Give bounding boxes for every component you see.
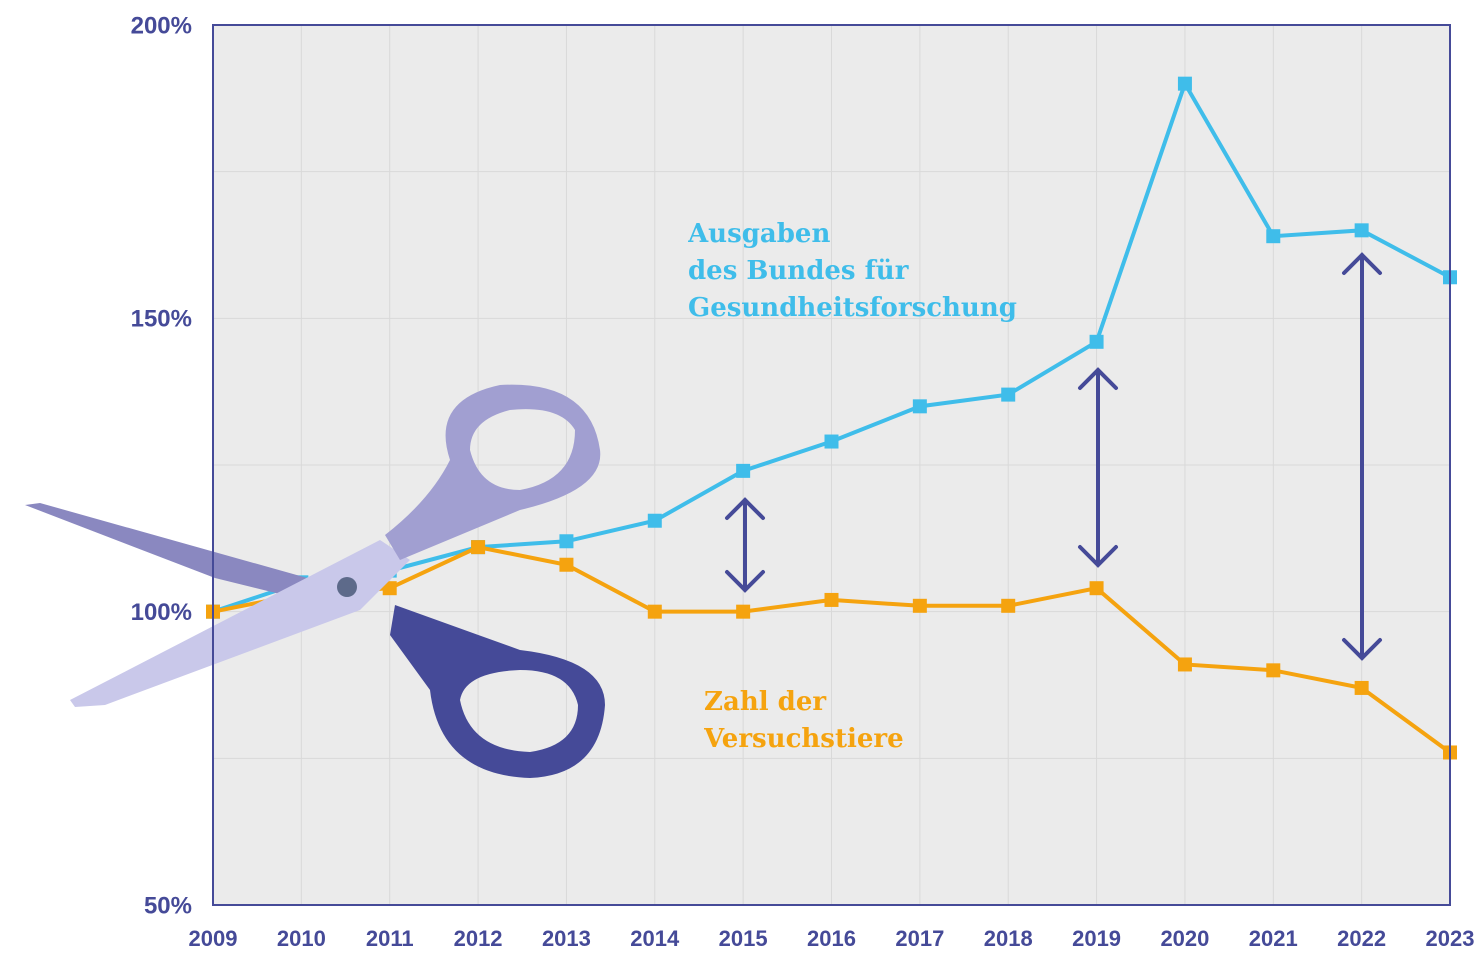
- x-tick-label: 2015: [719, 926, 768, 951]
- x-tick-label: 2013: [542, 926, 591, 951]
- scissor-blade: [70, 540, 410, 707]
- point-marker: [1354, 223, 1369, 238]
- gap-arrow: [1342, 252, 1382, 661]
- plot-frame: [212, 24, 1451, 906]
- point-marker: [736, 463, 751, 478]
- scissors: [25, 384, 605, 778]
- point-marker: [471, 540, 486, 555]
- y-tick-label: 150%: [131, 306, 192, 333]
- scissor-pivot: [337, 577, 357, 597]
- point-marker: [1177, 657, 1192, 672]
- series-label-text: Ausgaben des Bundes für Gesundheitsforsc…: [688, 219, 1017, 323]
- point-marker: [1266, 663, 1281, 678]
- point-marker: [736, 604, 751, 619]
- point-marker: [824, 434, 839, 449]
- x-tick-label: 2011: [366, 926, 414, 951]
- decoration: [725, 252, 1382, 661]
- point-marker: [1001, 598, 1016, 613]
- x-tick-label: 2022: [1337, 926, 1386, 951]
- point-marker: [824, 592, 839, 607]
- point-marker: [1177, 76, 1192, 91]
- point-marker: [1089, 581, 1104, 596]
- scissor-blade: [25, 503, 350, 610]
- point-marker: [1089, 334, 1104, 349]
- x-tick-label: 2021: [1249, 926, 1298, 951]
- x-tick-label: 2017: [895, 926, 944, 951]
- scissor-handle: [390, 605, 605, 778]
- x-tick-label: 2012: [454, 926, 503, 951]
- scissor-handle: [385, 384, 601, 560]
- series-label: Zahl der Versuchstiere: [704, 687, 904, 754]
- y-tick-label: 50%: [144, 892, 192, 919]
- y-tick-label: 100%: [131, 599, 192, 626]
- point-marker: [912, 399, 927, 414]
- y-tick-label: 200%: [131, 12, 192, 39]
- gap-arrow: [1078, 367, 1118, 568]
- x-tick-label: 2019: [1072, 926, 1121, 951]
- x-tick-label: 2023: [1426, 926, 1475, 951]
- point-marker: [1001, 387, 1016, 402]
- point-marker: [559, 557, 574, 572]
- series-label: Ausgaben des Bundes für Gesundheitsforsc…: [688, 219, 1017, 323]
- x-tick-label: 2010: [277, 926, 326, 951]
- x-tick-label: 2020: [1160, 926, 1209, 951]
- x-tick-label: 2009: [189, 926, 238, 951]
- point-marker: [1354, 680, 1369, 695]
- x-tick-label: 2018: [984, 926, 1033, 951]
- x-tick-label: 2014: [630, 926, 680, 951]
- point-marker: [559, 534, 574, 549]
- point-marker: [647, 604, 662, 619]
- series-label-text: Zahl der Versuchstiere: [704, 687, 904, 754]
- point-marker: [912, 598, 927, 613]
- point-marker: [382, 581, 397, 596]
- x-tick-label: 2016: [807, 926, 856, 951]
- gap-arrow: [725, 497, 765, 593]
- point-marker: [647, 513, 662, 528]
- point-marker: [1266, 229, 1281, 244]
